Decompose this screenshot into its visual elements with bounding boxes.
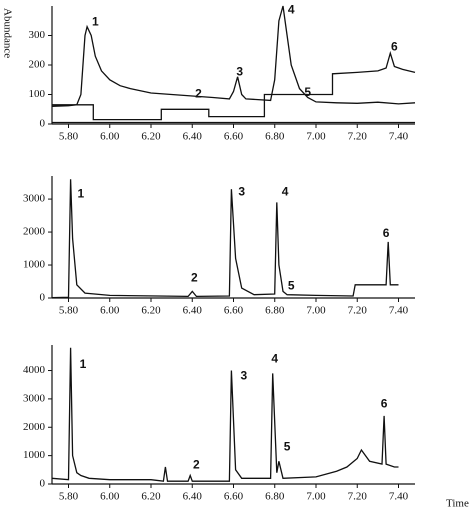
x-tick-label: 6.60 bbox=[224, 305, 244, 317]
trace bbox=[51, 179, 399, 299]
peak-label: 1 bbox=[80, 357, 87, 371]
x-tick-label: 6.00 bbox=[100, 491, 120, 503]
trace bbox=[51, 347, 399, 482]
x-tick-label: 6.80 bbox=[265, 491, 285, 503]
peak-label: 4 bbox=[282, 185, 289, 199]
x-axis-label: Time bbox=[446, 498, 469, 510]
x-tick-label: 6.20 bbox=[141, 131, 161, 143]
x-tick-label: 6.00 bbox=[100, 131, 120, 143]
peak-label: 4 bbox=[288, 3, 295, 17]
y-axis-label: Abundance bbox=[1, 8, 13, 58]
peak-label: 5 bbox=[304, 85, 311, 99]
x-tick-label: 7.00 bbox=[306, 491, 326, 503]
trace bbox=[52, 50, 416, 121]
peak-label: 1 bbox=[92, 14, 99, 28]
y-tick-label: 0 bbox=[40, 292, 46, 304]
x-tick-label: 5.80 bbox=[59, 491, 79, 503]
y-tick-label: 1000 bbox=[23, 259, 46, 271]
peak-label: 2 bbox=[191, 270, 198, 284]
x-tick-label: 7.20 bbox=[348, 491, 368, 503]
y-tick-label: 0 bbox=[40, 118, 46, 130]
x-tick-label: 6.80 bbox=[265, 305, 285, 317]
x-tick-label: 7.20 bbox=[348, 131, 368, 143]
x-tick-label: 7.40 bbox=[389, 131, 409, 143]
x-tick-label: 6.00 bbox=[100, 305, 120, 317]
x-tick-label: 7.20 bbox=[348, 305, 368, 317]
x-tick-label: 7.00 bbox=[306, 131, 326, 143]
peak-label: 3 bbox=[240, 368, 247, 382]
x-tick-label: 6.40 bbox=[183, 491, 203, 503]
trace bbox=[51, 5, 416, 107]
peak-label: 1 bbox=[78, 186, 85, 200]
x-tick-label: 6.20 bbox=[141, 491, 161, 503]
x-tick-label: 6.40 bbox=[183, 131, 203, 143]
peak-label: 6 bbox=[381, 397, 388, 411]
peak-label: 5 bbox=[288, 279, 295, 293]
x-tick-label: 5.80 bbox=[59, 305, 79, 317]
y-tick-label: 1000 bbox=[23, 449, 46, 461]
y-tick-label: 100 bbox=[29, 88, 46, 100]
x-tick-label: 5.80 bbox=[59, 131, 79, 143]
peak-label: 5 bbox=[284, 439, 291, 453]
peak-label: 3 bbox=[238, 185, 245, 199]
x-tick-label: 7.40 bbox=[389, 305, 409, 317]
y-tick-label: 3000 bbox=[23, 193, 46, 205]
peak-label: 6 bbox=[383, 226, 390, 240]
x-tick-label: 6.60 bbox=[224, 131, 244, 143]
y-tick-label: 200 bbox=[29, 59, 46, 71]
y-tick-label: 3000 bbox=[23, 392, 46, 404]
x-tick-label: 6.40 bbox=[183, 305, 203, 317]
x-tick-label: 7.00 bbox=[306, 305, 326, 317]
peak-label: 2 bbox=[193, 458, 200, 472]
y-tick-label: 2000 bbox=[23, 421, 46, 433]
peak-label: 6 bbox=[391, 39, 398, 53]
peak-label: 3 bbox=[236, 65, 243, 79]
x-tick-label: 6.80 bbox=[265, 131, 285, 143]
x-tick-label: 6.20 bbox=[141, 305, 161, 317]
peak-label: 2 bbox=[195, 87, 202, 101]
y-tick-label: 4000 bbox=[23, 364, 46, 376]
y-tick-label: 0 bbox=[40, 478, 46, 490]
x-tick-label: 7.40 bbox=[389, 491, 409, 503]
y-tick-label: 2000 bbox=[23, 226, 46, 238]
peak-label: 4 bbox=[271, 351, 278, 365]
x-tick-label: 6.60 bbox=[224, 491, 244, 503]
y-tick-label: 300 bbox=[29, 29, 46, 41]
